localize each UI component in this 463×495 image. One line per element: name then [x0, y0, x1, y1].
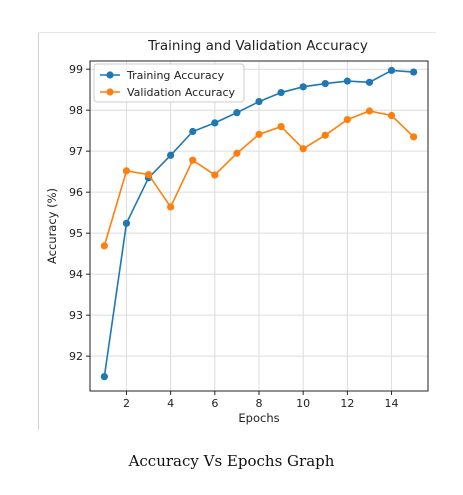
validation-accuracy-point — [343, 116, 351, 124]
y-tick-label: 94 — [69, 268, 83, 281]
y-tick-label: 93 — [69, 309, 83, 322]
validation-accuracy-legend-label: Validation Accuracy — [127, 86, 236, 99]
training-accuracy-point — [343, 77, 351, 85]
training-accuracy-point — [299, 83, 307, 91]
validation-accuracy-point — [233, 149, 241, 157]
validation-accuracy-point — [277, 122, 285, 131]
y-tick-label: 97 — [69, 145, 83, 158]
x-tick-label: 6 — [211, 397, 218, 410]
y-tick-label: 95 — [69, 227, 83, 240]
training-accuracy-point — [122, 219, 131, 227]
figure-border — [38, 32, 39, 430]
training-accuracy-point — [277, 88, 285, 97]
x-tick-label: 14 — [385, 397, 399, 410]
x-tick-label: 4 — [167, 397, 174, 410]
training-accuracy-point — [167, 151, 175, 159]
validation-accuracy-point — [321, 131, 329, 139]
validation-accuracy-point — [255, 130, 263, 138]
training-accuracy-legend-label: Training Accuracy — [126, 69, 225, 82]
x-tick-label: 10 — [296, 397, 310, 410]
x-axis-label: Epochs — [238, 411, 279, 425]
training-accuracy-point — [233, 109, 241, 117]
validation-accuracy-legend-marker — [106, 88, 114, 96]
training-accuracy-point — [211, 119, 219, 127]
y-tick-label: 92 — [69, 350, 83, 363]
training-accuracy-point — [410, 68, 418, 76]
x-tick-label: 12 — [340, 397, 354, 410]
validation-accuracy-point — [189, 156, 197, 164]
chart-title: Training and Validation Accuracy — [147, 38, 368, 54]
figure-top-border — [38, 32, 436, 33]
training-accuracy-point — [365, 78, 374, 86]
legend-box — [93, 63, 245, 103]
training-accuracy-point — [387, 66, 396, 75]
y-tick-label: 98 — [69, 104, 83, 117]
validation-accuracy-point — [387, 111, 396, 120]
validation-accuracy-point — [167, 203, 175, 211]
training-accuracy-legend-marker — [106, 71, 114, 79]
y-tick-label: 96 — [69, 186, 83, 199]
x-tick-label: 8 — [256, 397, 263, 410]
figure-caption: Accuracy Vs Epochs Graph — [128, 452, 335, 470]
training-accuracy-point — [189, 127, 197, 136]
validation-accuracy-point — [299, 145, 307, 153]
training-accuracy-point — [100, 373, 108, 381]
validation-accuracy-point — [211, 171, 219, 179]
validation-accuracy-point — [365, 107, 374, 115]
training-accuracy-point — [255, 97, 263, 106]
validation-accuracy-point — [410, 133, 418, 141]
validation-accuracy-point — [100, 242, 108, 250]
validation-accuracy-point — [122, 167, 131, 175]
validation-accuracy-point — [144, 170, 153, 179]
training-accuracy-point — [321, 79, 329, 88]
legend: Training Accuracy Validation Accuracy — [93, 63, 245, 103]
y-tick-label: 99 — [69, 63, 83, 76]
x-tick-label: 2 — [123, 397, 130, 410]
accuracy-chart: Training and Validation Accuracy 2 4 6 8 10 1… — [45, 38, 429, 425]
y-axis-label: Accuracy (%) — [45, 188, 59, 264]
